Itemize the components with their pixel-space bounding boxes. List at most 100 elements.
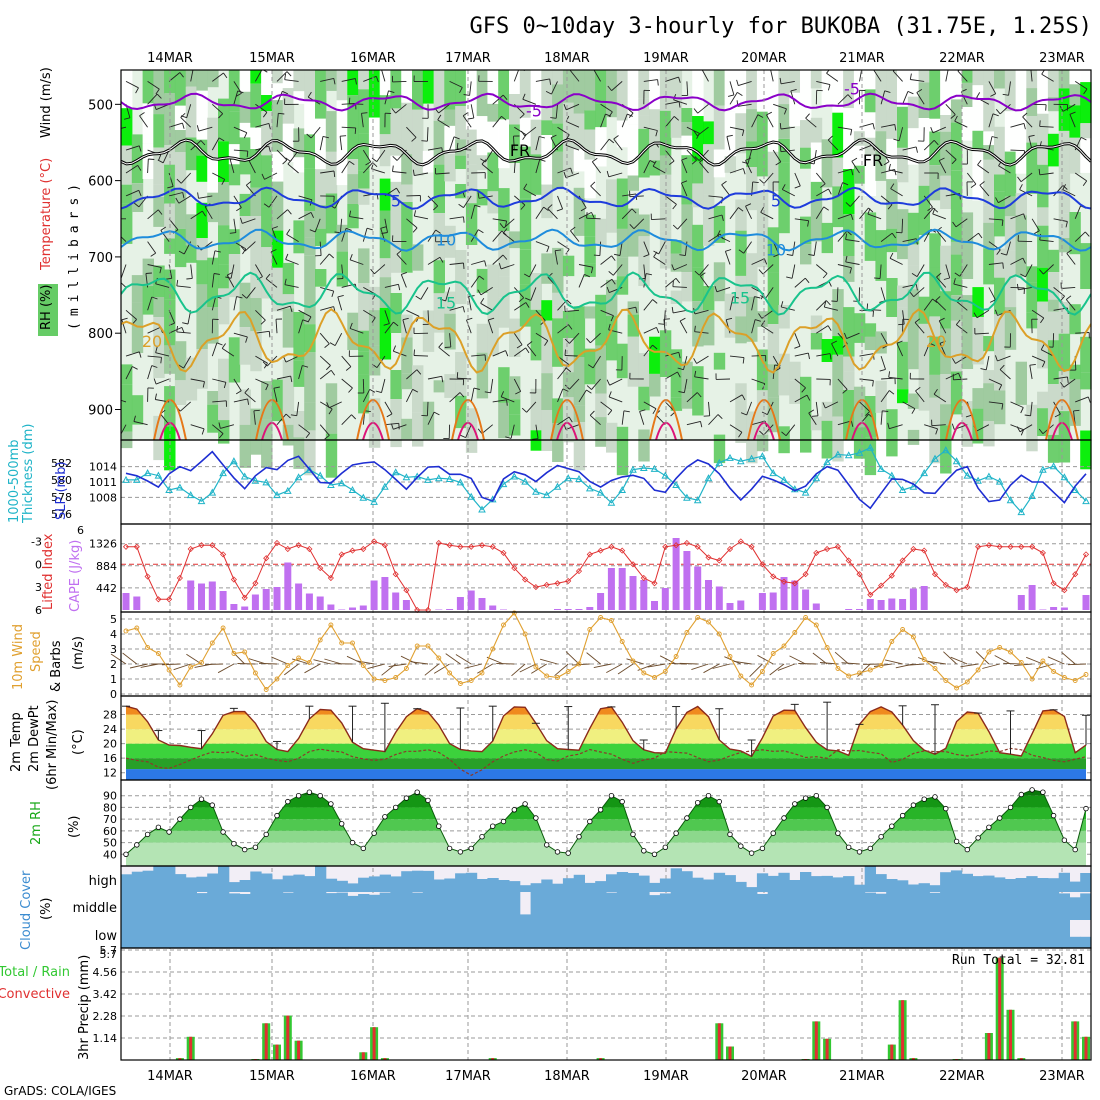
cloud-bar xyxy=(358,877,370,892)
rh-cell xyxy=(584,214,596,237)
rh-point xyxy=(522,801,528,807)
wind-barb-flag xyxy=(623,410,630,413)
wind-barb-flag xyxy=(1029,363,1036,366)
wind-barb-flag xyxy=(500,391,505,397)
rh-cell xyxy=(724,111,736,157)
wind-barb xyxy=(449,262,464,265)
wind-barb xyxy=(284,284,299,288)
wind-barb-flag xyxy=(150,252,156,257)
wind-barb-flag xyxy=(371,157,378,162)
wind-barb xyxy=(578,274,585,288)
wind-barb xyxy=(751,258,765,265)
thickness-point xyxy=(499,480,508,488)
rh-cell xyxy=(886,228,898,253)
wind-barb xyxy=(1029,365,1033,380)
wind-barb-flag xyxy=(268,145,271,153)
cloud-bar xyxy=(174,892,187,920)
wind-barb xyxy=(255,355,268,364)
wind-barb-flag xyxy=(1073,409,1080,412)
wind-barb xyxy=(320,170,335,174)
cloud-bar xyxy=(670,920,682,948)
rh-cell xyxy=(713,105,726,122)
rh-cell xyxy=(681,135,693,156)
rh-cell xyxy=(153,297,165,318)
wind-barb xyxy=(186,104,192,118)
wind-barb xyxy=(535,159,541,174)
wind-barb xyxy=(859,70,863,82)
cloud-bar xyxy=(1037,878,1049,892)
wind-barb xyxy=(285,258,299,265)
wind-barb-flag xyxy=(779,77,782,84)
rh-cell xyxy=(1058,411,1071,463)
cloud-bar xyxy=(444,892,456,920)
wind-barb-flag xyxy=(758,313,763,319)
rh-cell xyxy=(627,336,639,387)
wind-barb xyxy=(889,424,903,430)
wind-barb-flag xyxy=(933,139,939,146)
wind-barb xyxy=(180,401,191,412)
rh-cell xyxy=(843,371,855,390)
wind-barb-flag xyxy=(991,136,998,139)
thickness-point xyxy=(434,474,443,482)
cape-bar xyxy=(920,586,928,610)
wind-barb xyxy=(481,163,493,174)
wind-barb-flag xyxy=(371,317,376,323)
wind-barb xyxy=(837,264,852,269)
wind-barb xyxy=(535,424,539,439)
wind-barb xyxy=(414,172,429,177)
rh-cell xyxy=(153,365,165,378)
wind-barb xyxy=(837,378,848,390)
thickness-point xyxy=(327,480,335,488)
wind-barb-flag xyxy=(284,278,287,285)
wind-barb-flag xyxy=(525,302,530,308)
wind-barb xyxy=(361,113,364,128)
rh-cell xyxy=(239,424,251,468)
surface-wind-barb xyxy=(565,651,580,665)
rh-cell xyxy=(886,278,898,317)
wind-barb xyxy=(590,185,601,197)
precip-convective-bar xyxy=(728,1046,732,1060)
cloud-bar xyxy=(433,879,445,892)
wind-barb-flag xyxy=(462,112,469,117)
wind-barb xyxy=(547,208,558,220)
rh-cell xyxy=(1015,361,1027,405)
rh-cell xyxy=(1047,249,1060,273)
wind-barb-flag xyxy=(845,202,851,207)
wind-barb-flag xyxy=(930,127,934,133)
rh-cell xyxy=(433,260,445,294)
rh-cell xyxy=(368,286,381,311)
cloud-bar xyxy=(562,920,575,948)
thickness-point xyxy=(445,474,454,482)
rh-point xyxy=(576,834,582,840)
rh-cell xyxy=(1026,88,1038,116)
rh-cell xyxy=(358,133,370,171)
wind-barb xyxy=(147,93,158,105)
wind-barb-flag xyxy=(843,332,848,339)
surface-wind-barb xyxy=(388,663,407,668)
wind-speed-point xyxy=(867,667,873,673)
rh-cell xyxy=(336,70,348,101)
cloud-bar xyxy=(659,878,672,892)
wind-barb xyxy=(643,160,651,174)
wind-barb xyxy=(751,420,766,426)
cloud-bar xyxy=(1037,920,1049,948)
wind-barb xyxy=(406,126,417,138)
rh-cell xyxy=(552,151,564,190)
wind-barb xyxy=(686,149,697,161)
wind-barb xyxy=(557,195,564,210)
wind-barb xyxy=(772,149,782,163)
rh-cell xyxy=(271,392,284,422)
cape-bar xyxy=(230,604,238,610)
wind-speed-point xyxy=(813,622,819,628)
wind-speed-point xyxy=(447,670,453,676)
wind-barb-flag xyxy=(1023,213,1026,220)
wind-barb-flag xyxy=(590,267,594,274)
wind-barb-flag xyxy=(253,409,260,412)
cloud-bar xyxy=(821,920,833,948)
wind-barb xyxy=(945,372,959,380)
wind-barb-flag xyxy=(872,380,874,387)
wind-barb-flag xyxy=(949,68,955,69)
wind-barb-flag xyxy=(999,364,1005,370)
wind-barb xyxy=(890,188,903,197)
rh-cell xyxy=(250,83,262,128)
